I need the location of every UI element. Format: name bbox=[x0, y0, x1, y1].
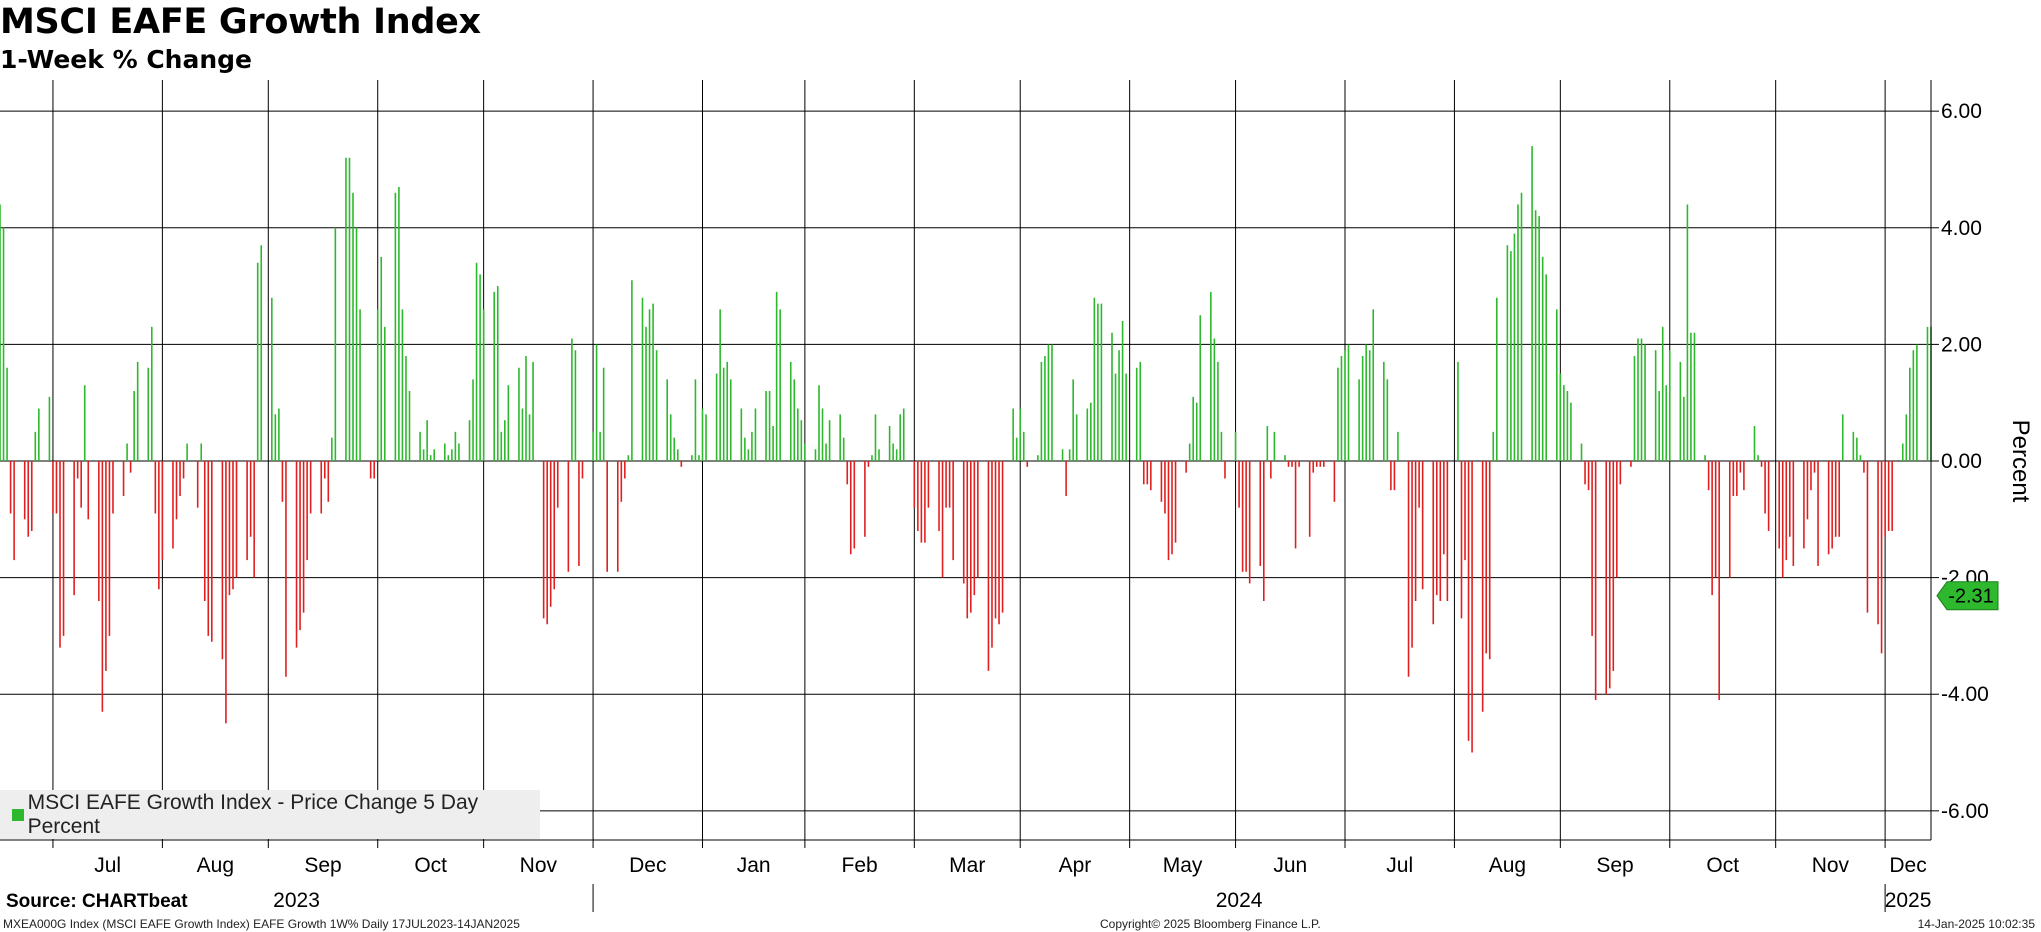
footer-ticker-info: MXEA000G Index (MSCI EAFE Growth Index) … bbox=[3, 917, 520, 931]
last-value-label: -2.31 bbox=[1948, 586, 1994, 608]
x-year-label: 2025 bbox=[1885, 889, 1932, 912]
x-month-label: Dec bbox=[1889, 854, 1926, 877]
source-note: Source: CHARTbeat bbox=[6, 891, 188, 912]
y-tick-label: 0.00 bbox=[1941, 450, 1982, 473]
last-value-callout: -2.31 bbox=[1936, 581, 1999, 611]
x-month-label: Sep bbox=[304, 854, 341, 877]
y-tick-label: 2.00 bbox=[1941, 333, 1982, 356]
x-month-label: Dec bbox=[629, 854, 666, 877]
axes bbox=[0, 80, 1939, 912]
x-year-label: 2023 bbox=[273, 889, 320, 912]
x-month-label: Nov bbox=[520, 854, 558, 877]
x-month-label: Aug bbox=[197, 854, 234, 877]
legend-swatch bbox=[12, 808, 24, 821]
x-year-label: 2024 bbox=[1216, 889, 1263, 912]
y-tick-label: -4.00 bbox=[1941, 683, 1989, 706]
x-month-label: Jul bbox=[1386, 854, 1413, 877]
x-month-label: Jan bbox=[737, 854, 771, 877]
x-month-label: Jul bbox=[94, 854, 121, 877]
y-tick-label: 4.00 bbox=[1941, 217, 1982, 240]
bars bbox=[0, 146, 1932, 753]
x-month-label: Sep bbox=[1596, 854, 1633, 877]
x-month-label: May bbox=[1163, 854, 1203, 877]
x-month-label: Mar bbox=[949, 854, 985, 877]
x-month-label: Oct bbox=[1706, 854, 1739, 877]
y-tick-label: 6.00 bbox=[1941, 100, 1982, 123]
x-month-label: Aug bbox=[1489, 854, 1526, 877]
x-month-label: Jun bbox=[1273, 854, 1307, 877]
chart-title: MSCI EAFE Growth Index bbox=[0, 2, 481, 42]
footer-timestamp: 14-Jan-2025 10:02:35 bbox=[1917, 917, 2035, 931]
x-month-label: Nov bbox=[1812, 854, 1850, 877]
x-month-label: Oct bbox=[414, 854, 447, 877]
y-tick-label: -6.00 bbox=[1941, 800, 1989, 823]
legend-label: MSCI EAFE Growth Index - Price Change 5 … bbox=[27, 790, 479, 838]
chart-subtitle: 1-Week % Change bbox=[0, 45, 252, 74]
x-month-label: Apr bbox=[1059, 854, 1092, 877]
footer-copyright: Copyright© 2025 Bloomberg Finance L.P. bbox=[1100, 917, 1321, 931]
y-axis-title: Percent bbox=[2007, 420, 2034, 503]
last-value-badge bbox=[1936, 581, 1999, 611]
legend: MSCI EAFE Growth Index - Price Change 5 … bbox=[0, 790, 540, 839]
x-month-label: Feb bbox=[842, 854, 878, 877]
